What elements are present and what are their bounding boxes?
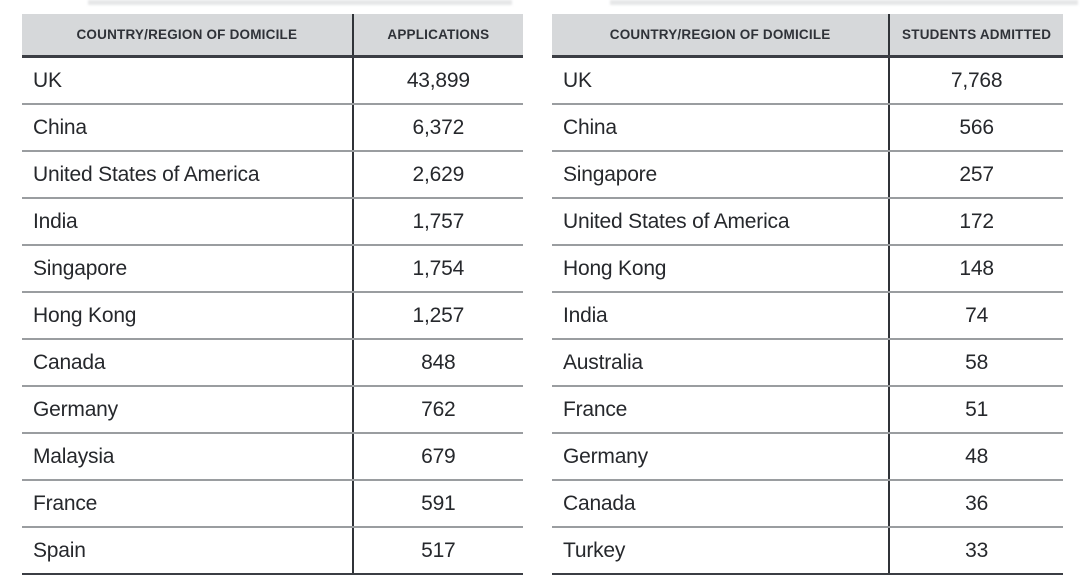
table-row: France 591 <box>22 480 523 528</box>
value-cell: 848 <box>352 339 523 387</box>
applications-table: COUNTRY/REGION OF DOMICILE APPLICATIONS UK… <box>22 14 523 575</box>
country-cell: United States of America <box>552 198 891 246</box>
table-row: China 566 <box>552 104 1063 152</box>
table-row: France 51 <box>552 386 1063 434</box>
table-row: Germany 48 <box>552 433 1063 481</box>
column-header-students-admitted: STUDENTS ADMITTED <box>889 14 1063 58</box>
table-row: Germany 762 <box>22 386 523 434</box>
country-cell: UK <box>22 56 354 105</box>
table-row: Singapore 257 <box>552 151 1063 199</box>
value-cell: 33 <box>889 527 1063 575</box>
country-cell: United States of America <box>22 151 354 199</box>
header-row: COUNTRY/REGION OF DOMICILE STUDENTS ADMIT… <box>552 14 1063 58</box>
country-cell: Hong Kong <box>552 245 891 293</box>
country-cell: Canada <box>22 339 354 387</box>
table-row: Turkey 33 <box>552 527 1063 575</box>
country-cell: France <box>552 386 891 434</box>
students-admitted-grid: COUNTRY/REGION OF DOMICILE STUDENTS ADMIT… <box>552 14 1063 575</box>
value-cell: 172 <box>889 198 1063 246</box>
table-row: Canada 36 <box>552 480 1063 528</box>
country-cell: China <box>552 104 891 152</box>
value-cell: 36 <box>889 480 1063 528</box>
value-cell: 1,257 <box>352 292 523 340</box>
value-cell: 43,899 <box>352 56 523 105</box>
value-cell: 6,372 <box>352 104 523 152</box>
value-cell: 2,629 <box>352 151 523 199</box>
value-cell: 1,754 <box>352 245 523 293</box>
table-row: China 6,372 <box>22 104 523 152</box>
country-cell: Singapore <box>552 151 891 199</box>
country-cell: France <box>22 480 354 528</box>
country-cell: Australia <box>552 339 891 387</box>
country-cell: Germany <box>22 386 354 434</box>
table-row: UK 7,768 <box>552 56 1063 105</box>
value-cell: 517 <box>352 527 523 575</box>
country-cell: China <box>22 104 354 152</box>
table-row: India 1,757 <box>22 198 523 246</box>
table-row: Hong Kong 1,257 <box>22 292 523 340</box>
table-row: United States of America 2,629 <box>22 151 523 199</box>
country-cell: UK <box>552 56 891 105</box>
table-row: United States of America 172 <box>552 198 1063 246</box>
country-cell: Spain <box>22 527 354 575</box>
table-row: Hong Kong 148 <box>552 245 1063 293</box>
country-cell: Canada <box>552 480 891 528</box>
value-cell: 51 <box>889 386 1063 434</box>
applications-grid: COUNTRY/REGION OF DOMICILE APPLICATIONS UK… <box>22 14 523 575</box>
value-cell: 257 <box>889 151 1063 199</box>
table-row: UK 43,899 <box>22 56 523 105</box>
value-cell: 74 <box>889 292 1063 340</box>
table-row: Australia 58 <box>552 339 1063 387</box>
value-cell: 591 <box>352 480 523 528</box>
table-row: India 74 <box>552 292 1063 340</box>
country-cell: Hong Kong <box>22 292 354 340</box>
country-cell: Germany <box>552 433 891 481</box>
country-cell: Turkey <box>552 527 891 575</box>
column-header-country: COUNTRY/REGION OF DOMICILE <box>22 14 354 58</box>
header-row: COUNTRY/REGION OF DOMICILE APPLICATIONS <box>22 14 523 58</box>
value-cell: 7,768 <box>889 56 1063 105</box>
value-cell: 148 <box>889 245 1063 293</box>
table-row: Spain 517 <box>22 527 523 575</box>
value-cell: 762 <box>352 386 523 434</box>
table-row: Malaysia 679 <box>22 433 523 481</box>
table-row: Canada 848 <box>22 339 523 387</box>
value-cell: 58 <box>889 339 1063 387</box>
country-cell: India <box>22 198 354 246</box>
value-cell: 679 <box>352 433 523 481</box>
top-crop-artifact-left <box>88 0 512 5</box>
country-cell: Malaysia <box>22 433 354 481</box>
table-row: Singapore 1,754 <box>22 245 523 293</box>
country-cell: India <box>552 292 891 340</box>
column-header-country: COUNTRY/REGION OF DOMICILE <box>552 14 891 58</box>
value-cell: 566 <box>889 104 1063 152</box>
top-crop-artifact-right <box>610 0 1078 5</box>
students-admitted-table: COUNTRY/REGION OF DOMICILE STUDENTS ADMIT… <box>552 14 1063 575</box>
country-cell: Singapore <box>22 245 354 293</box>
value-cell: 1,757 <box>352 198 523 246</box>
column-header-applications: APPLICATIONS <box>352 14 523 58</box>
value-cell: 48 <box>889 433 1063 481</box>
